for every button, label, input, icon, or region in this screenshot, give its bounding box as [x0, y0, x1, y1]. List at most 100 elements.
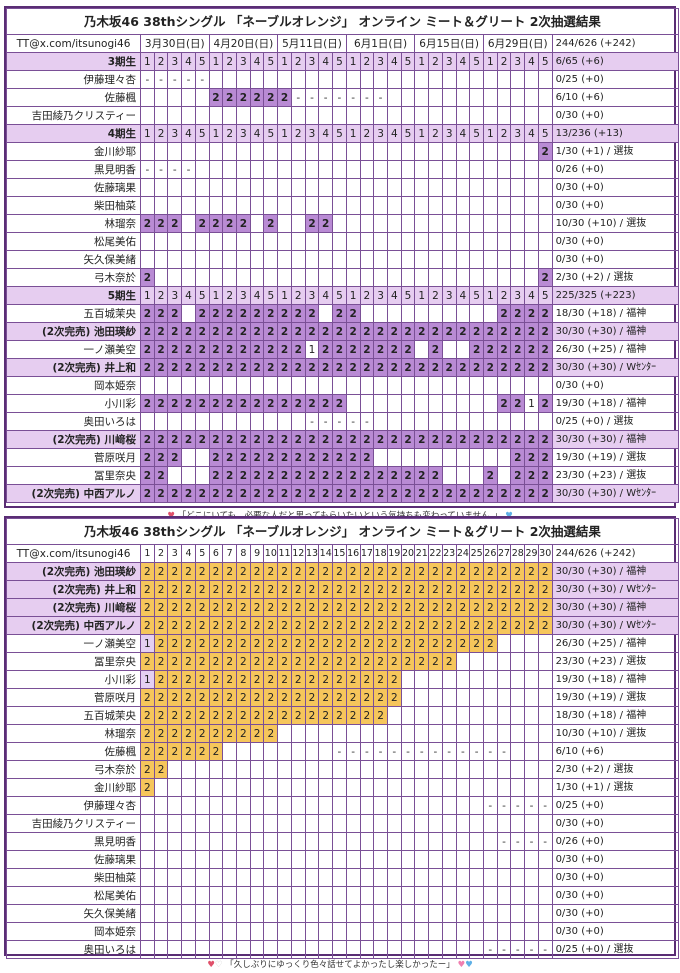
slot-cell: 2 — [167, 724, 183, 743]
slot-cell — [332, 814, 347, 833]
slot-cell: 2 — [208, 706, 224, 725]
slot-cell — [236, 760, 251, 779]
slot-cell: 2 — [332, 706, 347, 725]
slot-cell: 2 — [222, 670, 238, 689]
slot-cell: 2 — [263, 688, 279, 707]
slot-cell — [181, 232, 196, 251]
slot-cell — [455, 70, 471, 89]
slot-cell — [537, 904, 553, 923]
slot-cell: 2 — [167, 394, 183, 413]
slot-cell: 2 — [318, 322, 334, 341]
member-name: 吉田綾乃クリスティー — [6, 814, 141, 833]
slot-cell — [386, 214, 402, 233]
slot-cell — [277, 940, 292, 959]
slot-cell: 2 — [167, 304, 183, 323]
slot-cell — [153, 850, 169, 869]
slot-cell: 2 — [249, 358, 265, 377]
slot-cell — [167, 868, 183, 887]
slot-cell: 2 — [496, 358, 512, 377]
slot-cell — [153, 106, 169, 125]
slot-cell — [441, 196, 457, 215]
slot-cell — [400, 250, 416, 269]
slot-cell — [277, 778, 292, 797]
slot-cell — [153, 778, 169, 797]
slot-cell: - — [469, 742, 484, 761]
blue-heart-icon: ♥ — [465, 960, 473, 970]
slot-cell — [318, 778, 334, 797]
slot-cell — [428, 106, 443, 125]
slot-cell: 2 — [263, 304, 279, 323]
slot-cell — [400, 778, 416, 797]
slot-cell: 2 — [537, 268, 553, 287]
slot-cell — [236, 232, 251, 251]
slot-cell: 2 — [153, 580, 169, 599]
slot-cell — [249, 250, 265, 269]
name-text: 吉田綾乃クリスティー — [31, 109, 136, 122]
slot-cell — [400, 304, 416, 323]
slot-cell: 2 — [290, 670, 306, 689]
slot-cell — [194, 106, 210, 125]
slot-cell — [455, 796, 471, 815]
table-title: 乃木坂46 38thシングル 「ネーブルオレンジ」 オンライン ミート＆グリート… — [6, 518, 679, 545]
slot-cell: - — [140, 160, 155, 179]
slot-cell — [524, 232, 539, 251]
slot-cell: 2 — [140, 484, 155, 503]
slot-cell — [482, 778, 498, 797]
name-text: 柴田柚菜 — [94, 199, 136, 212]
slot-cell: 2 — [140, 562, 155, 581]
slot-cell — [222, 160, 238, 179]
slot-number: 14 — [318, 544, 334, 563]
slot-cell — [277, 886, 292, 905]
slot-cell: 2 — [277, 652, 292, 671]
slot-cell: 2 — [249, 304, 265, 323]
slot-cell: 2 — [373, 562, 388, 581]
slot-cell — [441, 142, 457, 161]
slot-cell — [181, 250, 196, 269]
slot-number: 1 — [140, 544, 155, 563]
slot-cell — [524, 88, 539, 107]
slot-cell — [482, 232, 498, 251]
slot-cell: 2 — [181, 562, 196, 581]
slot-cell — [510, 850, 526, 869]
slot-cell: 2 — [482, 322, 498, 341]
slot-cell — [332, 886, 347, 905]
slot-cell: 2 — [290, 634, 306, 653]
slot-cell: 2 — [140, 340, 155, 359]
slot-cell: 2 — [537, 580, 553, 599]
slot-cell — [318, 760, 334, 779]
lottery-table-by-date: 乃木坂46 38thシングル 「ネーブルオレンジ」 オンライン ミート＆グリート… — [6, 8, 679, 503]
slot-cell — [455, 142, 471, 161]
slot-cell — [441, 688, 457, 707]
slot-cell — [414, 688, 430, 707]
slot-label: 3 — [236, 286, 251, 305]
slot-number: 5 — [194, 544, 210, 563]
slot-cell — [496, 760, 512, 779]
slot-cell — [482, 670, 498, 689]
name-text: 菅原咲月 — [94, 451, 136, 464]
name-text: 五百城茉央 — [83, 709, 137, 722]
slot-cell — [304, 814, 320, 833]
slot-cell — [482, 886, 498, 905]
slot-cell — [359, 304, 375, 323]
slot-cell — [194, 466, 210, 485]
slot-cell — [482, 412, 498, 431]
slot-cell — [524, 886, 539, 905]
slot-label: 4 — [386, 52, 402, 71]
slot-cell — [167, 106, 183, 125]
slot-cell — [318, 814, 334, 833]
slot-cell — [345, 814, 361, 833]
slot-cell — [455, 448, 471, 467]
slot-cell: 2 — [332, 448, 347, 467]
slot-cell: 2 — [249, 394, 265, 413]
slot-cell: 2 — [359, 616, 375, 635]
slot-cell — [496, 196, 512, 215]
slot-cell: 2 — [167, 688, 183, 707]
member-row: (2次完売) 中西アルノ 2 2 2 2 2 2 2 2 2 2 2 2 2 2 2 2 2 2 2 2 2 2 2 2 2 2 2 2… — [6, 616, 679, 635]
slot-number: 29 — [524, 544, 539, 563]
slot-cell — [194, 376, 210, 395]
slot-cell — [386, 850, 402, 869]
slot-cell: - — [345, 742, 361, 761]
slot-cell — [428, 670, 443, 689]
slot-cell — [359, 778, 375, 797]
slot-cell — [359, 178, 375, 197]
